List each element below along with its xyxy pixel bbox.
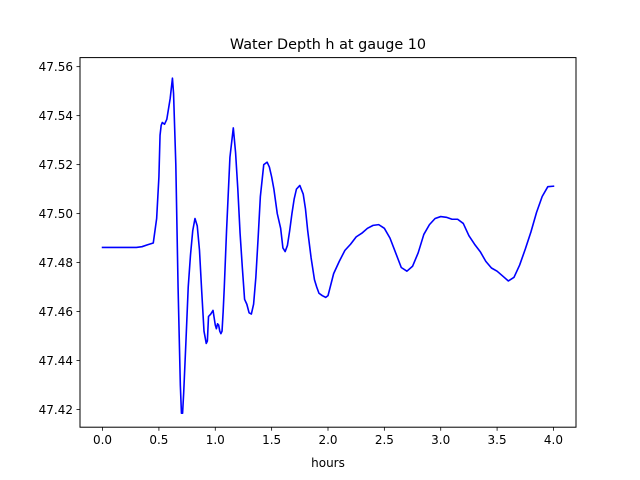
y-axis-ticks: 47.42 47.44 47.46 47.48 47.50 47.52 47.54 47.56 xyxy=(39,60,80,417)
series-line-water-depth xyxy=(101,77,555,415)
y-tick-label: 47.42 xyxy=(39,403,73,417)
x-axis-ticks: 0.0 0.5 1.0 1.5 2.0 2.5 3.0 3.5 4.0 xyxy=(93,427,563,447)
y-tick-label: 47.54 xyxy=(39,109,73,123)
plot-area xyxy=(101,77,555,415)
x-tick-label: 4.0 xyxy=(544,433,563,447)
x-tick-label: 1.0 xyxy=(206,433,225,447)
x-tick-label: 2.0 xyxy=(318,433,337,447)
x-axis-label: hours xyxy=(311,456,345,470)
x-tick-label: 0.5 xyxy=(149,433,168,447)
y-tick-label: 47.44 xyxy=(39,354,73,368)
y-tick-label: 47.56 xyxy=(39,60,73,74)
x-tick-label: 3.0 xyxy=(431,433,450,447)
y-tick-label: 47.46 xyxy=(39,305,73,319)
x-tick-label: 3.5 xyxy=(488,433,507,447)
x-tick-label: 0.0 xyxy=(93,433,112,447)
x-tick-label: 1.5 xyxy=(262,433,281,447)
y-tick-label: 47.52 xyxy=(39,158,73,172)
y-tick-label: 47.48 xyxy=(39,256,73,270)
y-tick-label: 47.50 xyxy=(39,207,73,221)
chart-title: Water Depth h at gauge 10 xyxy=(230,37,426,53)
x-tick-label: 2.5 xyxy=(375,433,394,447)
